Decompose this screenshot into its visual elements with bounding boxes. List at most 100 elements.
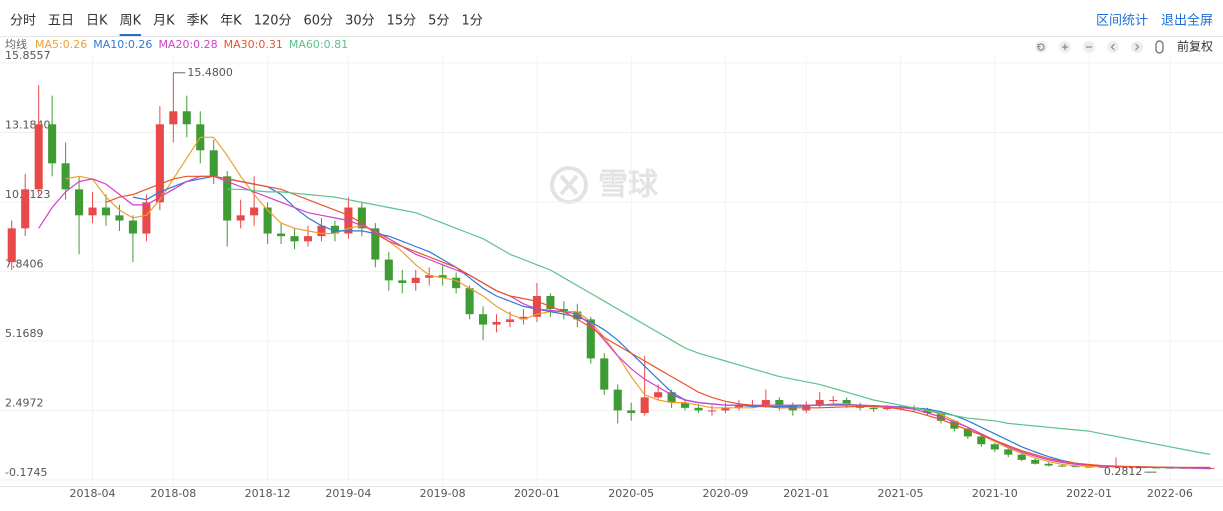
candle-body [128,220,137,234]
candle-body [492,321,501,325]
x-tick-label: 2021-10 [972,487,1018,500]
candle-body [977,436,986,445]
ma-line [227,188,1211,455]
x-tick-label: 2020-09 [702,487,748,500]
adjust-mode[interactable]: 前复权 [1177,39,1213,54]
candle-body [532,295,541,317]
candle-body [182,111,191,125]
candle-body [1098,466,1107,468]
period-tab[interactable]: 月K [153,14,175,29]
candle-body [290,236,299,242]
watermark-text: 雪球 [598,168,659,203]
candle-body [263,207,272,234]
candle-body [21,189,30,229]
ma-title: 均线 [5,37,27,51]
period-tab[interactable]: 5分 [428,14,449,29]
x-tick-label: 2019-04 [325,487,371,500]
x-tick-label: 2018-08 [150,487,196,500]
candle-body [667,392,676,403]
candle-body [357,207,366,229]
candle-body [452,277,461,289]
candle-body [1044,463,1053,466]
candle-body [519,316,528,320]
candle-body [761,400,770,406]
candle-body [250,207,259,216]
period-tab[interactable]: 五日 [48,14,74,29]
candle-body [1031,459,1040,464]
legend-entry: MA10:0.26 [93,38,152,51]
watermark: 雪球 [550,166,659,204]
scroll-right-button[interactable] [1131,41,1143,53]
candle-body [775,400,784,406]
candle-body [425,275,434,278]
x-tick-label: 2020-05 [608,487,654,500]
candle-body [411,277,420,283]
candle-body [654,392,663,398]
period-tab[interactable]: 15分 [387,14,417,29]
scroll-right-icon [1135,43,1140,51]
candle-body [505,319,515,322]
period-tab[interactable]: 年K [220,14,242,29]
period-tab[interactable]: 分时 [10,14,36,29]
candle-body [303,236,313,242]
candle-body [869,407,878,410]
candle-body [438,275,447,278]
candle-body [1017,454,1026,460]
x-tick-label: 2022-01 [1066,487,1112,500]
candle-body [734,405,743,408]
candle-body [479,314,488,325]
candle-body [223,176,232,221]
range-stats[interactable]: 区间统计 [1096,14,1148,29]
candle-body [371,228,380,260]
ma-line [38,175,1211,469]
period-tab[interactable]: 30分 [345,14,375,29]
legend-entry: MA60:0.81 [289,38,348,51]
chart-controls [1035,40,1164,54]
candle-body [34,124,43,190]
x-tick-label: 2018-12 [245,487,291,500]
candle-body [317,225,326,237]
candle-body [923,409,932,414]
candle-body [1058,465,1067,467]
candle-body [1085,466,1094,468]
period-tab[interactable]: 60分 [304,14,334,29]
candle-body [681,402,690,408]
y-tick-label: 2.4972 [5,397,44,410]
adjust-toggle[interactable] [1155,40,1164,54]
period-tab[interactable]: 日K [86,14,108,29]
candle-body [115,215,124,221]
exit-fullscreen[interactable]: 退出全屏 [1161,13,1213,29]
scroll-left-button[interactable] [1107,41,1119,53]
candle-body [546,295,555,309]
candle-body [88,207,97,216]
period-tab[interactable]: 季K [187,14,209,29]
candle-body [330,225,339,234]
candle-body [142,202,151,234]
candle-body [398,280,407,283]
y-tick-label: -0.1745 [5,466,47,479]
candle-body [600,358,609,390]
candle-body [169,111,178,125]
period-tab[interactable]: 周K [120,14,142,29]
reset-icon [1037,43,1045,51]
x-tick-label: 2020-01 [514,487,560,500]
reset-button[interactable] [1035,41,1047,53]
period-tab[interactable]: 1分 [461,14,482,29]
candle-body [101,207,111,216]
min-label: 0.2812 [1104,465,1143,478]
period-tab[interactable]: 120分 [254,14,292,29]
candle-body [963,428,972,437]
legend-entry: MA30:0.31 [224,38,283,51]
candle-body [48,124,57,164]
max-label: 15.4800 [187,66,233,79]
candle-body [573,311,582,320]
candle-body [61,163,70,190]
candle-body [694,407,703,411]
grid [0,55,1223,486]
candle-body [277,233,286,237]
candle-body [209,150,218,177]
candle-body [707,410,717,412]
x-tick-label: 2021-01 [783,487,829,500]
